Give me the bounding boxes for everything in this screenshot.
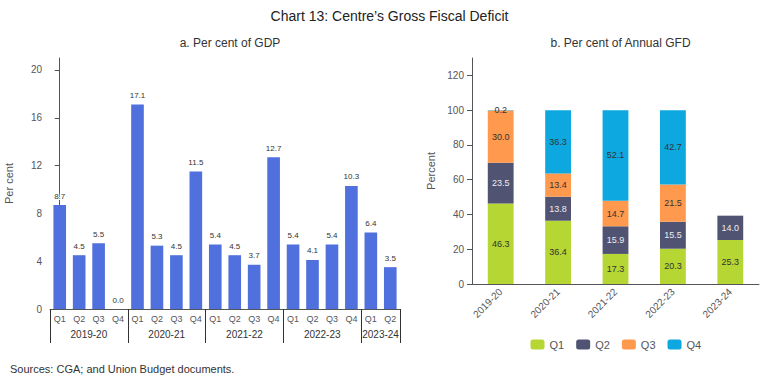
svg-text:20.3: 20.3 (664, 261, 682, 271)
svg-text:12: 12 (31, 160, 43, 171)
svg-text:5.5: 5.5 (93, 230, 105, 239)
svg-text:2020-21: 2020-21 (148, 329, 185, 340)
svg-text:2019-20: 2019-20 (71, 329, 108, 340)
svg-text:Q1: Q1 (54, 314, 66, 324)
svg-text:Q1: Q1 (209, 314, 221, 324)
svg-text:Q3: Q3 (170, 314, 182, 324)
svg-text:42.7: 42.7 (664, 142, 682, 152)
svg-text:12.7: 12.7 (266, 144, 282, 153)
svg-text:20: 20 (31, 64, 43, 75)
svg-text:52.1: 52.1 (607, 150, 625, 160)
svg-text:3.7: 3.7 (249, 251, 261, 260)
svg-text:16: 16 (31, 112, 43, 123)
svg-text:Q1: Q1 (287, 314, 299, 324)
svg-text:Q3: Q3 (326, 314, 338, 324)
svg-text:13.4: 13.4 (549, 180, 567, 190)
svg-text:21.5: 21.5 (664, 198, 682, 208)
svg-text:Q2: Q2 (229, 314, 241, 324)
svg-text:6.4: 6.4 (365, 219, 377, 228)
svg-text:Q2: Q2 (151, 314, 163, 324)
svg-text:b. Per cent of Annual GFD: b. Per cent of Annual GFD (550, 36, 690, 50)
svg-text:4.5: 4.5 (74, 242, 86, 251)
svg-text:2021-22: 2021-22 (586, 286, 620, 320)
svg-text:Q4: Q4 (112, 314, 124, 324)
svg-text:4: 4 (36, 256, 42, 267)
svg-text:36.4: 36.4 (549, 247, 567, 257)
svg-text:14.7: 14.7 (607, 209, 625, 219)
svg-text:2019-20: 2019-20 (471, 286, 505, 320)
svg-text:40: 40 (453, 209, 465, 220)
svg-text:46.3: 46.3 (492, 239, 510, 249)
svg-text:Sources: CGA; and Union Budget: Sources: CGA; and Union Budget documents… (10, 363, 234, 375)
svg-text:15.5: 15.5 (664, 230, 682, 240)
svg-text:2022-23: 2022-23 (304, 329, 341, 340)
svg-text:Q1: Q1 (550, 339, 565, 351)
svg-text:25.3: 25.3 (722, 257, 740, 267)
svg-text:8.7: 8.7 (54, 192, 66, 201)
svg-text:4.5: 4.5 (229, 242, 241, 251)
svg-text:a. Per cent of GDP: a. Per cent of GDP (180, 36, 281, 50)
svg-text:Q1: Q1 (365, 314, 377, 324)
svg-text:Percent: Percent (425, 152, 437, 190)
svg-text:2022-23: 2022-23 (643, 286, 677, 320)
svg-text:2023-24: 2023-24 (700, 286, 734, 320)
svg-text:Q3: Q3 (93, 314, 105, 324)
svg-text:Per cent: Per cent (3, 163, 15, 204)
svg-text:15.9: 15.9 (607, 235, 625, 245)
svg-text:5.3: 5.3 (151, 232, 163, 241)
svg-text:3.5: 3.5 (385, 254, 397, 263)
svg-text:Q3: Q3 (641, 339, 656, 351)
svg-text:Q4: Q4 (190, 314, 202, 324)
svg-text:20: 20 (453, 244, 465, 255)
svg-text:0: 0 (458, 279, 464, 290)
svg-text:2020-21: 2020-21 (528, 286, 562, 320)
svg-text:5.4: 5.4 (210, 231, 222, 240)
svg-text:Q1: Q1 (131, 314, 143, 324)
svg-text:4.1: 4.1 (307, 246, 319, 255)
svg-text:0.2: 0.2 (494, 105, 507, 115)
svg-text:13.8: 13.8 (549, 204, 567, 214)
svg-text:Q2: Q2 (595, 339, 610, 351)
svg-text:Q4: Q4 (268, 314, 280, 324)
svg-text:4.5: 4.5 (171, 242, 183, 251)
svg-text:120: 120 (447, 70, 464, 81)
svg-text:0: 0 (36, 304, 42, 315)
svg-text:2023-24: 2023-24 (362, 329, 399, 340)
svg-text:Q3: Q3 (248, 314, 260, 324)
svg-text:17.3: 17.3 (607, 264, 625, 274)
svg-text:5.4: 5.4 (326, 231, 338, 240)
svg-text:Q2: Q2 (384, 314, 396, 324)
svg-text:30.0: 30.0 (492, 132, 510, 142)
svg-text:17.1: 17.1 (130, 91, 146, 100)
svg-text:60: 60 (453, 174, 465, 185)
svg-text:Q2: Q2 (306, 314, 318, 324)
svg-text:0.0: 0.0 (112, 296, 124, 305)
svg-text:80: 80 (453, 139, 465, 150)
svg-text:2021-22: 2021-22 (226, 329, 263, 340)
svg-text:10.3: 10.3 (344, 172, 360, 181)
svg-text:Q4: Q4 (345, 314, 357, 324)
svg-text:14.0: 14.0 (722, 223, 740, 233)
svg-text:36.3: 36.3 (549, 137, 567, 147)
svg-text:100: 100 (447, 105, 464, 116)
svg-text:Q4: Q4 (687, 339, 702, 351)
svg-text:11.5: 11.5 (188, 158, 204, 167)
svg-text:8: 8 (36, 208, 42, 219)
svg-text:Chart 13: Centre’s Gross Fisca: Chart 13: Centre’s Gross Fiscal Deficit (271, 8, 509, 24)
svg-text:23.5: 23.5 (492, 178, 510, 188)
svg-text:5.4: 5.4 (287, 231, 299, 240)
svg-text:Q2: Q2 (73, 314, 85, 324)
